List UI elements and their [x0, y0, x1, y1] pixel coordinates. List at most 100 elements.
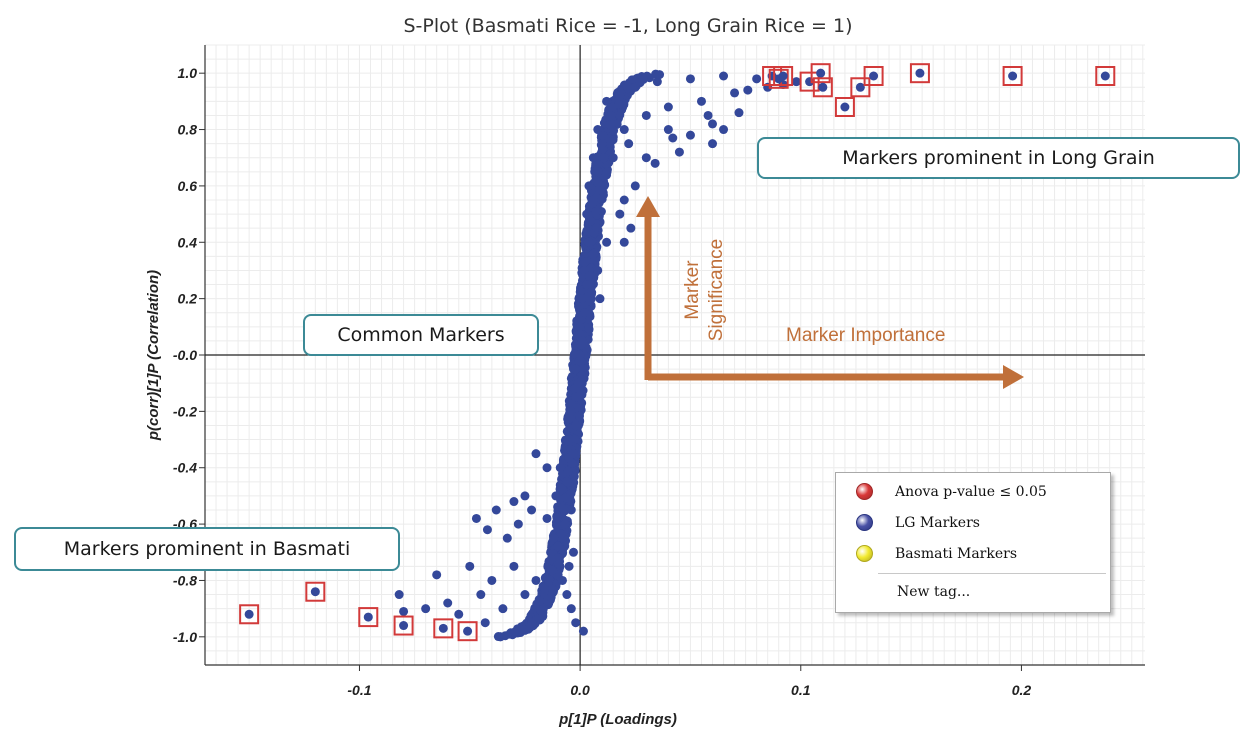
data-point — [482, 525, 492, 535]
data-point — [641, 153, 651, 163]
data-point — [601, 169, 611, 179]
data-point — [509, 561, 519, 571]
y-tick-label: -0.2 — [173, 403, 197, 419]
data-point — [593, 178, 603, 188]
highlighted-data-point — [1008, 71, 1018, 81]
data-point — [577, 294, 587, 304]
data-point — [584, 237, 594, 247]
highlight-box — [1095, 66, 1116, 86]
highlight-box — [812, 77, 833, 98]
data-point — [652, 77, 662, 87]
data-point — [582, 280, 592, 290]
data-point — [719, 125, 729, 135]
data-point — [566, 406, 576, 416]
yellow-circle-icon — [856, 545, 873, 562]
basmati-annotation: Markers prominent in Basmati — [14, 527, 400, 571]
data-point — [556, 529, 566, 539]
data-point — [568, 547, 578, 557]
data-point — [561, 493, 571, 503]
data-point — [607, 102, 617, 112]
data-point — [568, 449, 578, 459]
legend-separator — [878, 573, 1106, 574]
data-point — [571, 420, 581, 430]
data-point — [685, 130, 695, 140]
data-point — [399, 606, 409, 616]
data-point — [591, 206, 601, 216]
data-point — [708, 119, 718, 129]
data-point — [487, 575, 497, 585]
data-point — [624, 139, 634, 149]
data-point — [498, 604, 508, 614]
data-point — [602, 96, 612, 106]
data-point — [509, 497, 519, 507]
data-point — [663, 125, 673, 135]
y-tick-label: 1.0 — [178, 65, 198, 81]
y-tick-label: -0.0 — [173, 347, 197, 363]
data-point — [553, 553, 563, 563]
y-tick-label: 0.4 — [178, 234, 198, 250]
data-point — [564, 561, 574, 571]
data-point — [582, 209, 592, 219]
data-point — [562, 477, 572, 487]
data-point — [626, 223, 636, 233]
data-point — [553, 541, 563, 551]
data-point — [599, 153, 609, 163]
common-markers-annotation: Common Markers — [303, 314, 539, 356]
highlight-box — [810, 63, 831, 84]
legend-label-lg: LG Markers — [895, 514, 980, 531]
data-point — [577, 336, 587, 346]
blue-circle-icon — [856, 514, 873, 531]
highlighted-data-point — [399, 621, 409, 631]
data-point — [615, 209, 625, 219]
data-point — [752, 74, 762, 84]
highlight-box — [773, 66, 794, 86]
x-tick-label: -0.1 — [347, 682, 371, 698]
y-tick-label: 0.2 — [178, 291, 198, 307]
highlight-box — [1002, 66, 1023, 86]
legend-item-lg-markers[interactable]: LG Markers — [856, 514, 980, 531]
highlight-box — [909, 63, 930, 84]
data-point — [548, 565, 558, 575]
data-point — [685, 74, 695, 84]
highlighted-data-point — [855, 82, 865, 92]
data-point — [602, 237, 612, 247]
new-tag-menu-item[interactable]: New tag... — [897, 584, 971, 600]
highlight-box — [393, 615, 414, 636]
x-axis-label: p[1]P (Loadings) — [558, 711, 677, 728]
data-point — [502, 533, 512, 543]
highlighted-data-point — [463, 626, 473, 636]
y-tick-label: 0.8 — [178, 122, 198, 138]
data-point — [557, 575, 567, 585]
data-point — [571, 392, 581, 402]
data-point — [584, 271, 594, 281]
data-point — [615, 110, 625, 120]
data-point — [655, 70, 665, 80]
data-point — [549, 533, 559, 543]
highlighted-data-point — [778, 71, 788, 81]
data-point — [520, 491, 530, 501]
data-point — [542, 463, 552, 473]
long-grain-annotation: Markers prominent in Long Grain — [757, 137, 1240, 179]
data-point — [557, 484, 567, 494]
importance-label: Marker Importance — [786, 325, 945, 346]
data-point — [663, 102, 673, 112]
data-point — [547, 584, 557, 594]
data-point — [608, 135, 618, 145]
highlight-box — [457, 621, 478, 642]
data-point — [595, 294, 605, 304]
data-point — [527, 505, 537, 515]
data-point — [578, 626, 588, 636]
data-point — [421, 604, 431, 614]
highlight-box — [834, 97, 855, 117]
data-point — [674, 147, 684, 157]
y-tick-label: 0.6 — [178, 178, 198, 194]
data-point — [531, 449, 541, 459]
legend-item-anova[interactable]: Anova p-value ≤ 0.05 — [856, 483, 1047, 500]
y-tick-label: -0.4 — [173, 460, 197, 476]
highlight-box — [768, 68, 789, 89]
legend-item-basmati-markers[interactable]: Basmati Markers — [856, 545, 1017, 562]
data-point — [527, 618, 537, 628]
highlighted-data-point — [818, 82, 828, 92]
data-point — [562, 590, 572, 600]
